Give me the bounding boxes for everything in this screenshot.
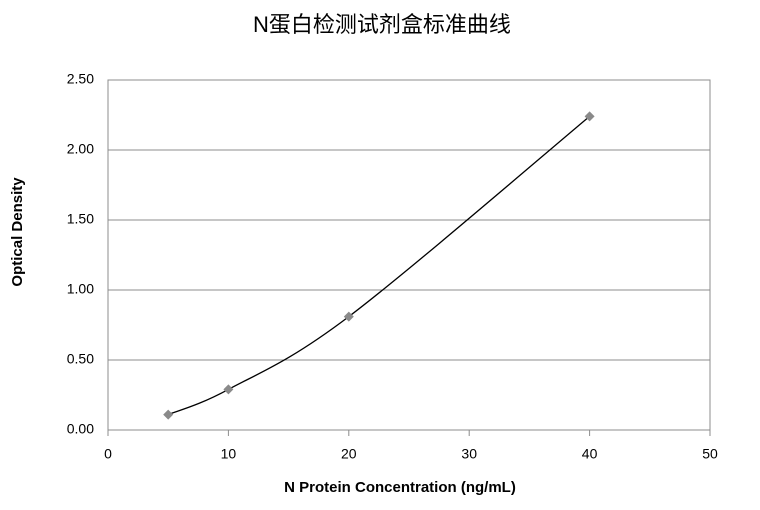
chart-title: N蛋白检测试剂盒标准曲线 [253,12,511,37]
y-tick-label: 0.00 [67,421,94,437]
x-tick-label: 50 [702,446,718,462]
x-axis-title: N Protein Concentration (ng/mL) [284,479,516,496]
data-point [584,111,595,122]
y-axis-title: Optical Density [9,177,26,287]
fit-line [167,115,591,416]
y-tick-label: 2.00 [67,141,94,157]
data-point [223,384,234,395]
x-tick-label: 10 [221,446,237,462]
x-tick-label: 30 [461,446,477,462]
x-tick-label: 20 [341,446,357,462]
data-point [343,311,354,322]
y-tick-label: 2.50 [67,71,94,87]
y-tick-label: 1.00 [67,281,94,297]
y-tick-label: 1.50 [67,211,94,227]
data-point [163,409,174,420]
x-tick-label: 40 [582,446,598,462]
plot-border [107,79,711,431]
x-tick-label: 0 [104,446,112,462]
y-tick-label: 0.50 [67,351,94,367]
